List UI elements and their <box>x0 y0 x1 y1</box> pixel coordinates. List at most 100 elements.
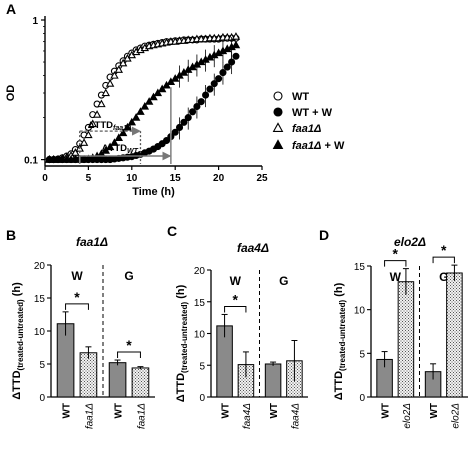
data-point-3-a <box>231 40 241 49</box>
y-tick-label-c: 0 <box>199 393 205 404</box>
panel-label-a: A <box>6 1 16 17</box>
category-label-b-2: WT <box>114 403 125 419</box>
legend-marker-2-a <box>272 122 284 132</box>
legend-label-1-a: WT + W <box>292 107 333 119</box>
category-label-b-3: faa1Δ <box>136 403 147 429</box>
data-point-3-a <box>105 142 115 151</box>
x-tick-label-a: 0 <box>42 173 48 184</box>
data-point-3-a <box>114 133 124 142</box>
category-label-c-3: faa4Δ <box>290 403 301 429</box>
annotation-faa1-label-a: ΔTTDfaa1Δ <box>88 120 132 132</box>
data-point-1-a <box>193 102 201 111</box>
bar-d-1 <box>397 281 415 398</box>
data-point-2-a <box>118 58 128 67</box>
category-label-c-0: WT <box>221 403 232 419</box>
data-point-3-a <box>127 117 137 126</box>
significance-label-b: * <box>74 289 80 305</box>
legend-a: WT WT + W faa1Δ faa1Δ + W <box>272 91 345 152</box>
panel-label-c: C <box>167 223 177 239</box>
panel-title-b: faa1Δ <box>76 235 108 249</box>
bar-b-3 <box>131 367 150 398</box>
annotation-wt-label-a: ΔTTDWT <box>102 143 139 155</box>
y-tick-label-c: 10 <box>194 330 206 341</box>
y-tick-label-c: 5 <box>199 361 205 372</box>
data-point-3-a <box>140 101 150 110</box>
significance-bracket-d <box>432 256 455 264</box>
legend-label-3-a: faa1Δ + W <box>292 140 345 152</box>
significance-bracket-d <box>384 260 407 267</box>
x-tick-label-a: 10 <box>126 173 138 184</box>
series-3-a <box>45 37 241 163</box>
x-tick-label-a: 25 <box>256 173 268 184</box>
bar-b-1 <box>79 352 98 398</box>
category-label-c-2: WT <box>269 403 280 419</box>
category-label-b-1: faa1Δ <box>84 403 95 429</box>
y-tick-label-b: 15 <box>34 294 46 305</box>
significance-bracket-c <box>224 305 247 313</box>
data-point-1-a <box>232 52 240 60</box>
bar-d-3 <box>446 272 463 398</box>
data-point-2-a <box>97 99 106 108</box>
data-point-3-a <box>153 88 163 97</box>
y-tick-label-d: 0 <box>359 393 365 404</box>
x-tick-label-a: 20 <box>213 173 225 184</box>
category-label-d-3: elo2Δ <box>450 403 461 429</box>
data-point-1-a <box>184 114 192 122</box>
data-point-1-a <box>197 98 205 106</box>
category-label-d-1: elo2Δ <box>402 403 413 429</box>
data-point-1-a <box>171 128 179 136</box>
legend-label-2-a: faa1Δ <box>292 123 321 135</box>
data-point-2-a <box>101 88 110 97</box>
data-point-2-a <box>110 70 119 79</box>
y-tick-label-a: 0.1 <box>24 156 38 167</box>
legend-marker-1-a <box>273 107 283 117</box>
data-point-1-a <box>219 69 227 77</box>
data-point-3-a <box>131 113 141 121</box>
y-tick-label-d: 5 <box>359 349 365 360</box>
group-label-d: G <box>439 270 448 284</box>
y-axis-label-d: ΔTTD(treated-untreated) (h) <box>333 282 347 400</box>
group-label-d: W <box>390 270 402 284</box>
data-point-2-a <box>114 65 124 73</box>
y-tick-label-b: 5 <box>39 360 45 371</box>
y-axis-label-b: ΔTTD(treated-untreated) (h) <box>11 282 25 400</box>
y-tick-label-b: 10 <box>34 327 46 338</box>
bar-c-2 <box>264 363 282 398</box>
data-point-1-a <box>215 75 223 83</box>
bar-b-2 <box>108 362 127 398</box>
data-point-1-a <box>202 91 210 99</box>
group-label-c: G <box>279 274 288 288</box>
y-tick-label-c: 20 <box>194 266 206 277</box>
data-point-1-a <box>228 58 236 66</box>
significance-label-d: * <box>393 246 399 262</box>
data-point-2-a <box>79 138 89 146</box>
data-point-1-a <box>223 63 231 71</box>
group-label-c: W <box>230 274 242 288</box>
legend-marker-0-a <box>273 91 283 101</box>
y-axis-label-a: OD <box>5 85 17 102</box>
data-point-3-a <box>123 122 132 131</box>
significance-label-d: * <box>441 242 447 258</box>
data-point-3-a <box>149 92 158 101</box>
data-point-2-a <box>84 130 93 139</box>
significance-label-b: * <box>126 337 132 353</box>
group-label-b: W <box>71 269 83 283</box>
series-2-a <box>45 32 241 163</box>
data-point-3-a <box>157 84 167 93</box>
category-label-b-0: WT <box>62 403 73 419</box>
x-axis-label-a: Time (h) <box>132 186 175 198</box>
panel-label-b: B <box>6 227 16 243</box>
y-tick-label-d: 10 <box>354 306 366 317</box>
y-tick-label-b: 20 <box>34 261 46 272</box>
legend-marker-3-a <box>272 139 284 149</box>
y-tick-label-a: 1 <box>32 16 38 27</box>
data-point-2-a <box>105 79 115 87</box>
category-label-d-2: WT <box>429 403 440 419</box>
significance-bracket-b <box>117 351 141 359</box>
data-point-2-a <box>88 119 97 128</box>
y-tick-label-c: 15 <box>194 298 206 309</box>
significance-label-c: * <box>233 291 239 307</box>
data-point-1-a <box>175 123 184 131</box>
